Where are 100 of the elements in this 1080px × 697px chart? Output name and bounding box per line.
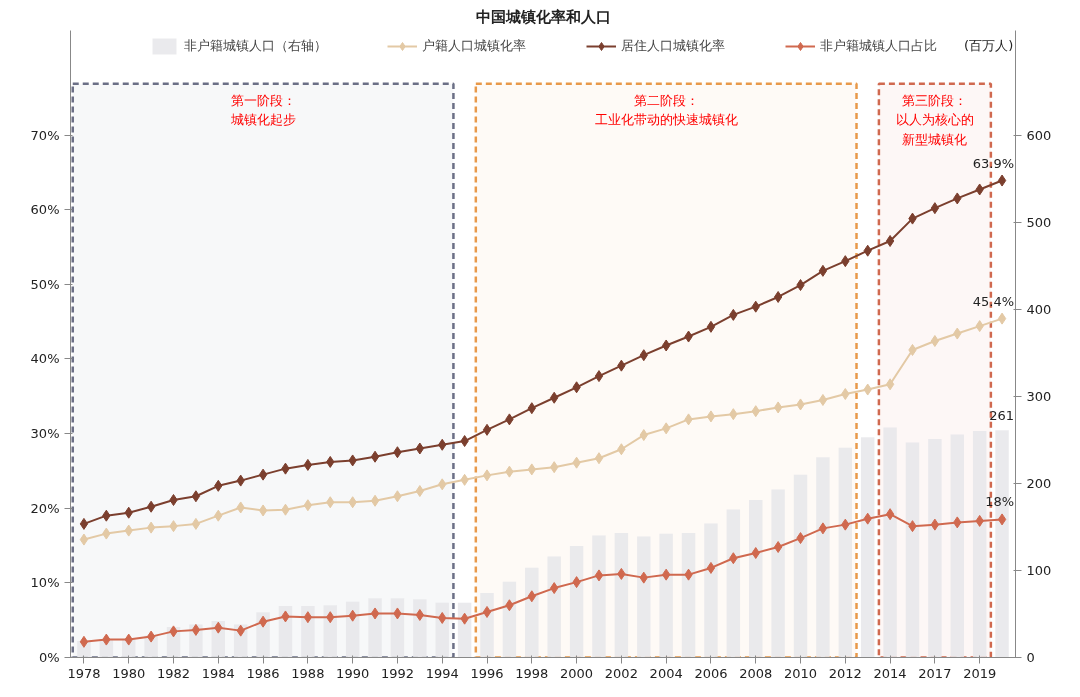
x-tick-label: 2010 bbox=[783, 665, 818, 681]
point bbox=[594, 452, 604, 465]
point bbox=[303, 458, 313, 471]
bar bbox=[502, 581, 517, 658]
bar bbox=[480, 593, 494, 658]
bar bbox=[569, 546, 584, 658]
legend-label: 户籍人口城镇化率 bbox=[421, 37, 526, 55]
legend-label: 非户籍城镇人口（右轴） bbox=[183, 37, 327, 55]
point bbox=[370, 607, 380, 620]
point bbox=[482, 469, 492, 482]
point bbox=[146, 521, 156, 534]
y-tick-label: 60% bbox=[30, 202, 60, 218]
y-tick-label: 50% bbox=[30, 276, 60, 292]
bar bbox=[413, 599, 427, 658]
y2-tick-label: 0 bbox=[1026, 650, 1035, 665]
point bbox=[258, 468, 268, 481]
point bbox=[930, 518, 940, 531]
point bbox=[885, 508, 895, 521]
bar bbox=[301, 606, 315, 658]
bar bbox=[860, 437, 875, 658]
legend-label: 居住人口城镇化率 bbox=[620, 37, 725, 55]
point bbox=[594, 370, 604, 383]
data-label: 63.9% bbox=[972, 155, 1015, 171]
bar bbox=[793, 474, 808, 658]
x-tick-label: 1982 bbox=[156, 665, 191, 681]
data-label: 18% bbox=[985, 494, 1015, 510]
bar bbox=[592, 535, 606, 658]
bar bbox=[547, 556, 561, 658]
bar bbox=[816, 457, 830, 658]
x-tick-label: 1994 bbox=[425, 665, 459, 681]
point bbox=[751, 547, 760, 559]
bar bbox=[771, 489, 785, 658]
y2-tick-label: 400 bbox=[1026, 301, 1052, 317]
x-tick-label: 2004 bbox=[649, 665, 683, 681]
point bbox=[773, 541, 783, 554]
bar bbox=[704, 523, 718, 658]
y-tick-label: 30% bbox=[30, 426, 60, 442]
point bbox=[818, 522, 828, 535]
y-tick-label: 20% bbox=[30, 500, 60, 516]
point bbox=[706, 320, 716, 333]
y-tick-label: 0% bbox=[38, 650, 60, 665]
x-tick-label: 2000 bbox=[560, 665, 594, 681]
point bbox=[885, 378, 895, 391]
point bbox=[79, 635, 89, 648]
data-label: 261 bbox=[989, 408, 1015, 424]
point bbox=[146, 500, 156, 513]
point bbox=[191, 623, 201, 636]
point bbox=[930, 202, 940, 215]
point bbox=[191, 490, 201, 503]
y-tick-label: 70% bbox=[30, 127, 60, 143]
x-tick-label: 1992 bbox=[380, 665, 414, 681]
bar bbox=[390, 598, 405, 658]
y-tick-label: 10% bbox=[30, 575, 60, 591]
x-tick-label: 2008 bbox=[739, 665, 773, 681]
chart-title: 中国城镇化率和人口 bbox=[475, 7, 611, 26]
point bbox=[370, 450, 380, 463]
bar bbox=[950, 434, 964, 658]
point bbox=[79, 517, 89, 530]
x-tick-label: 1986 bbox=[246, 665, 280, 681]
bar bbox=[883, 427, 897, 658]
x-tick-label: 2017 bbox=[918, 665, 952, 681]
point bbox=[930, 335, 940, 348]
x-tick-label: 2012 bbox=[828, 665, 862, 681]
y2-tick-label: 100 bbox=[1026, 562, 1052, 578]
point bbox=[773, 290, 783, 303]
band-label: 第三阶段：以人为核心的新型城镇化 bbox=[895, 92, 974, 147]
x-tick-label: 1988 bbox=[291, 665, 325, 681]
point bbox=[303, 611, 313, 624]
point bbox=[79, 533, 89, 546]
x-tick-label: 1990 bbox=[336, 665, 370, 681]
x-tick-label: 2019 bbox=[963, 665, 997, 681]
y2-tick-label: 200 bbox=[1026, 475, 1052, 491]
point bbox=[773, 401, 783, 414]
point bbox=[594, 569, 604, 582]
bar bbox=[457, 602, 472, 658]
point bbox=[482, 605, 492, 618]
point bbox=[370, 494, 380, 507]
bar bbox=[614, 532, 629, 658]
bar bbox=[681, 532, 696, 658]
y2-tick-label: 600 bbox=[1026, 127, 1052, 143]
bar bbox=[928, 438, 942, 658]
legend-label: 非户籍城镇人口占比 bbox=[819, 37, 937, 55]
x-tick-label: 1980 bbox=[112, 665, 146, 681]
bar bbox=[726, 509, 741, 658]
point bbox=[997, 174, 1007, 187]
point bbox=[191, 517, 201, 530]
band-label: 第一阶段：城镇化起步 bbox=[229, 92, 296, 128]
bar bbox=[637, 536, 651, 658]
bar bbox=[525, 567, 539, 658]
y2-tick-label: 500 bbox=[1026, 214, 1052, 230]
bar bbox=[749, 499, 763, 658]
point bbox=[258, 615, 268, 628]
point bbox=[818, 264, 828, 277]
point bbox=[818, 393, 828, 406]
bar bbox=[345, 601, 360, 658]
data-label: 45.4% bbox=[972, 293, 1015, 309]
y2-tick-label: 300 bbox=[1026, 388, 1052, 404]
x-tick-label: 2006 bbox=[694, 665, 728, 681]
point bbox=[997, 513, 1007, 526]
bar bbox=[905, 442, 920, 658]
